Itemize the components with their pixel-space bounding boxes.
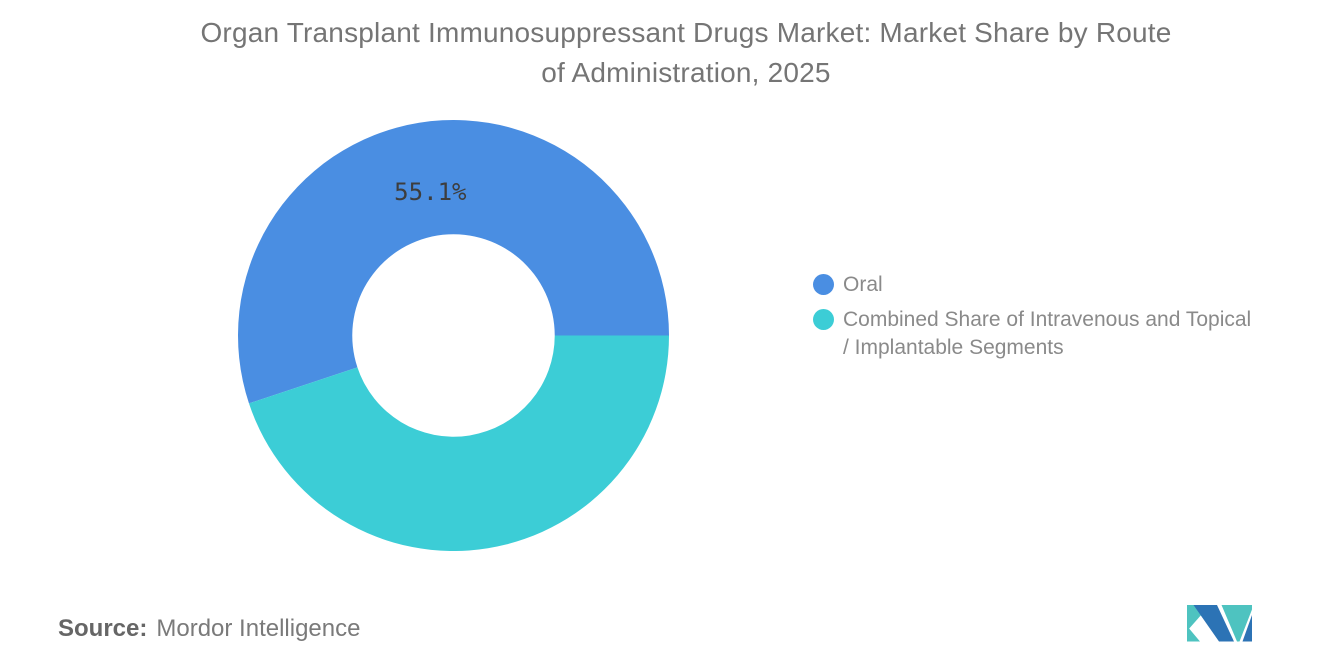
logo-blue-band-shape — [1193, 605, 1234, 642]
mordor-intelligence-logo — [1187, 605, 1252, 642]
donut-chart: 55.1% — [238, 120, 669, 551]
logo-blue-right-triangle-shape — [1242, 615, 1252, 642]
logo-teal-right-shape — [1221, 605, 1252, 642]
pie-slice-oral[interactable] — [238, 120, 669, 404]
pie-data-label: 55.1% — [394, 178, 467, 206]
legend-marker-combined-share-icon — [813, 309, 834, 330]
chart-title: Organ Transplant Immunosuppressant Drugs… — [0, 13, 1320, 93]
source-value: Mordor Intelligence — [156, 615, 361, 642]
chart-title-line1: Organ Transplant Immunosuppressant Drugs… — [200, 17, 1172, 48]
legend-item-oral[interactable]: Oral — [813, 271, 1285, 299]
logo-teal-bottom-left-shape — [1187, 626, 1200, 642]
legend-marker-oral-icon — [813, 274, 834, 295]
chart-title-line2: of Administration, 2025 — [541, 57, 831, 88]
legend-label-oral: Oral — [843, 273, 883, 296]
source-line: Source: Mordor Intelligence — [58, 613, 360, 645]
legend: Oral Combined Share of Intravenous and T… — [813, 271, 1285, 369]
legend-label-combined-share: Combined Share of Intravenous and Topica… — [843, 308, 1252, 359]
legend-item-combined-share[interactable]: Combined Share of Intravenous and Topica… — [813, 306, 1285, 362]
source-label: Source: — [58, 615, 148, 642]
pie-slice-combined-share[interactable] — [248, 335, 669, 552]
